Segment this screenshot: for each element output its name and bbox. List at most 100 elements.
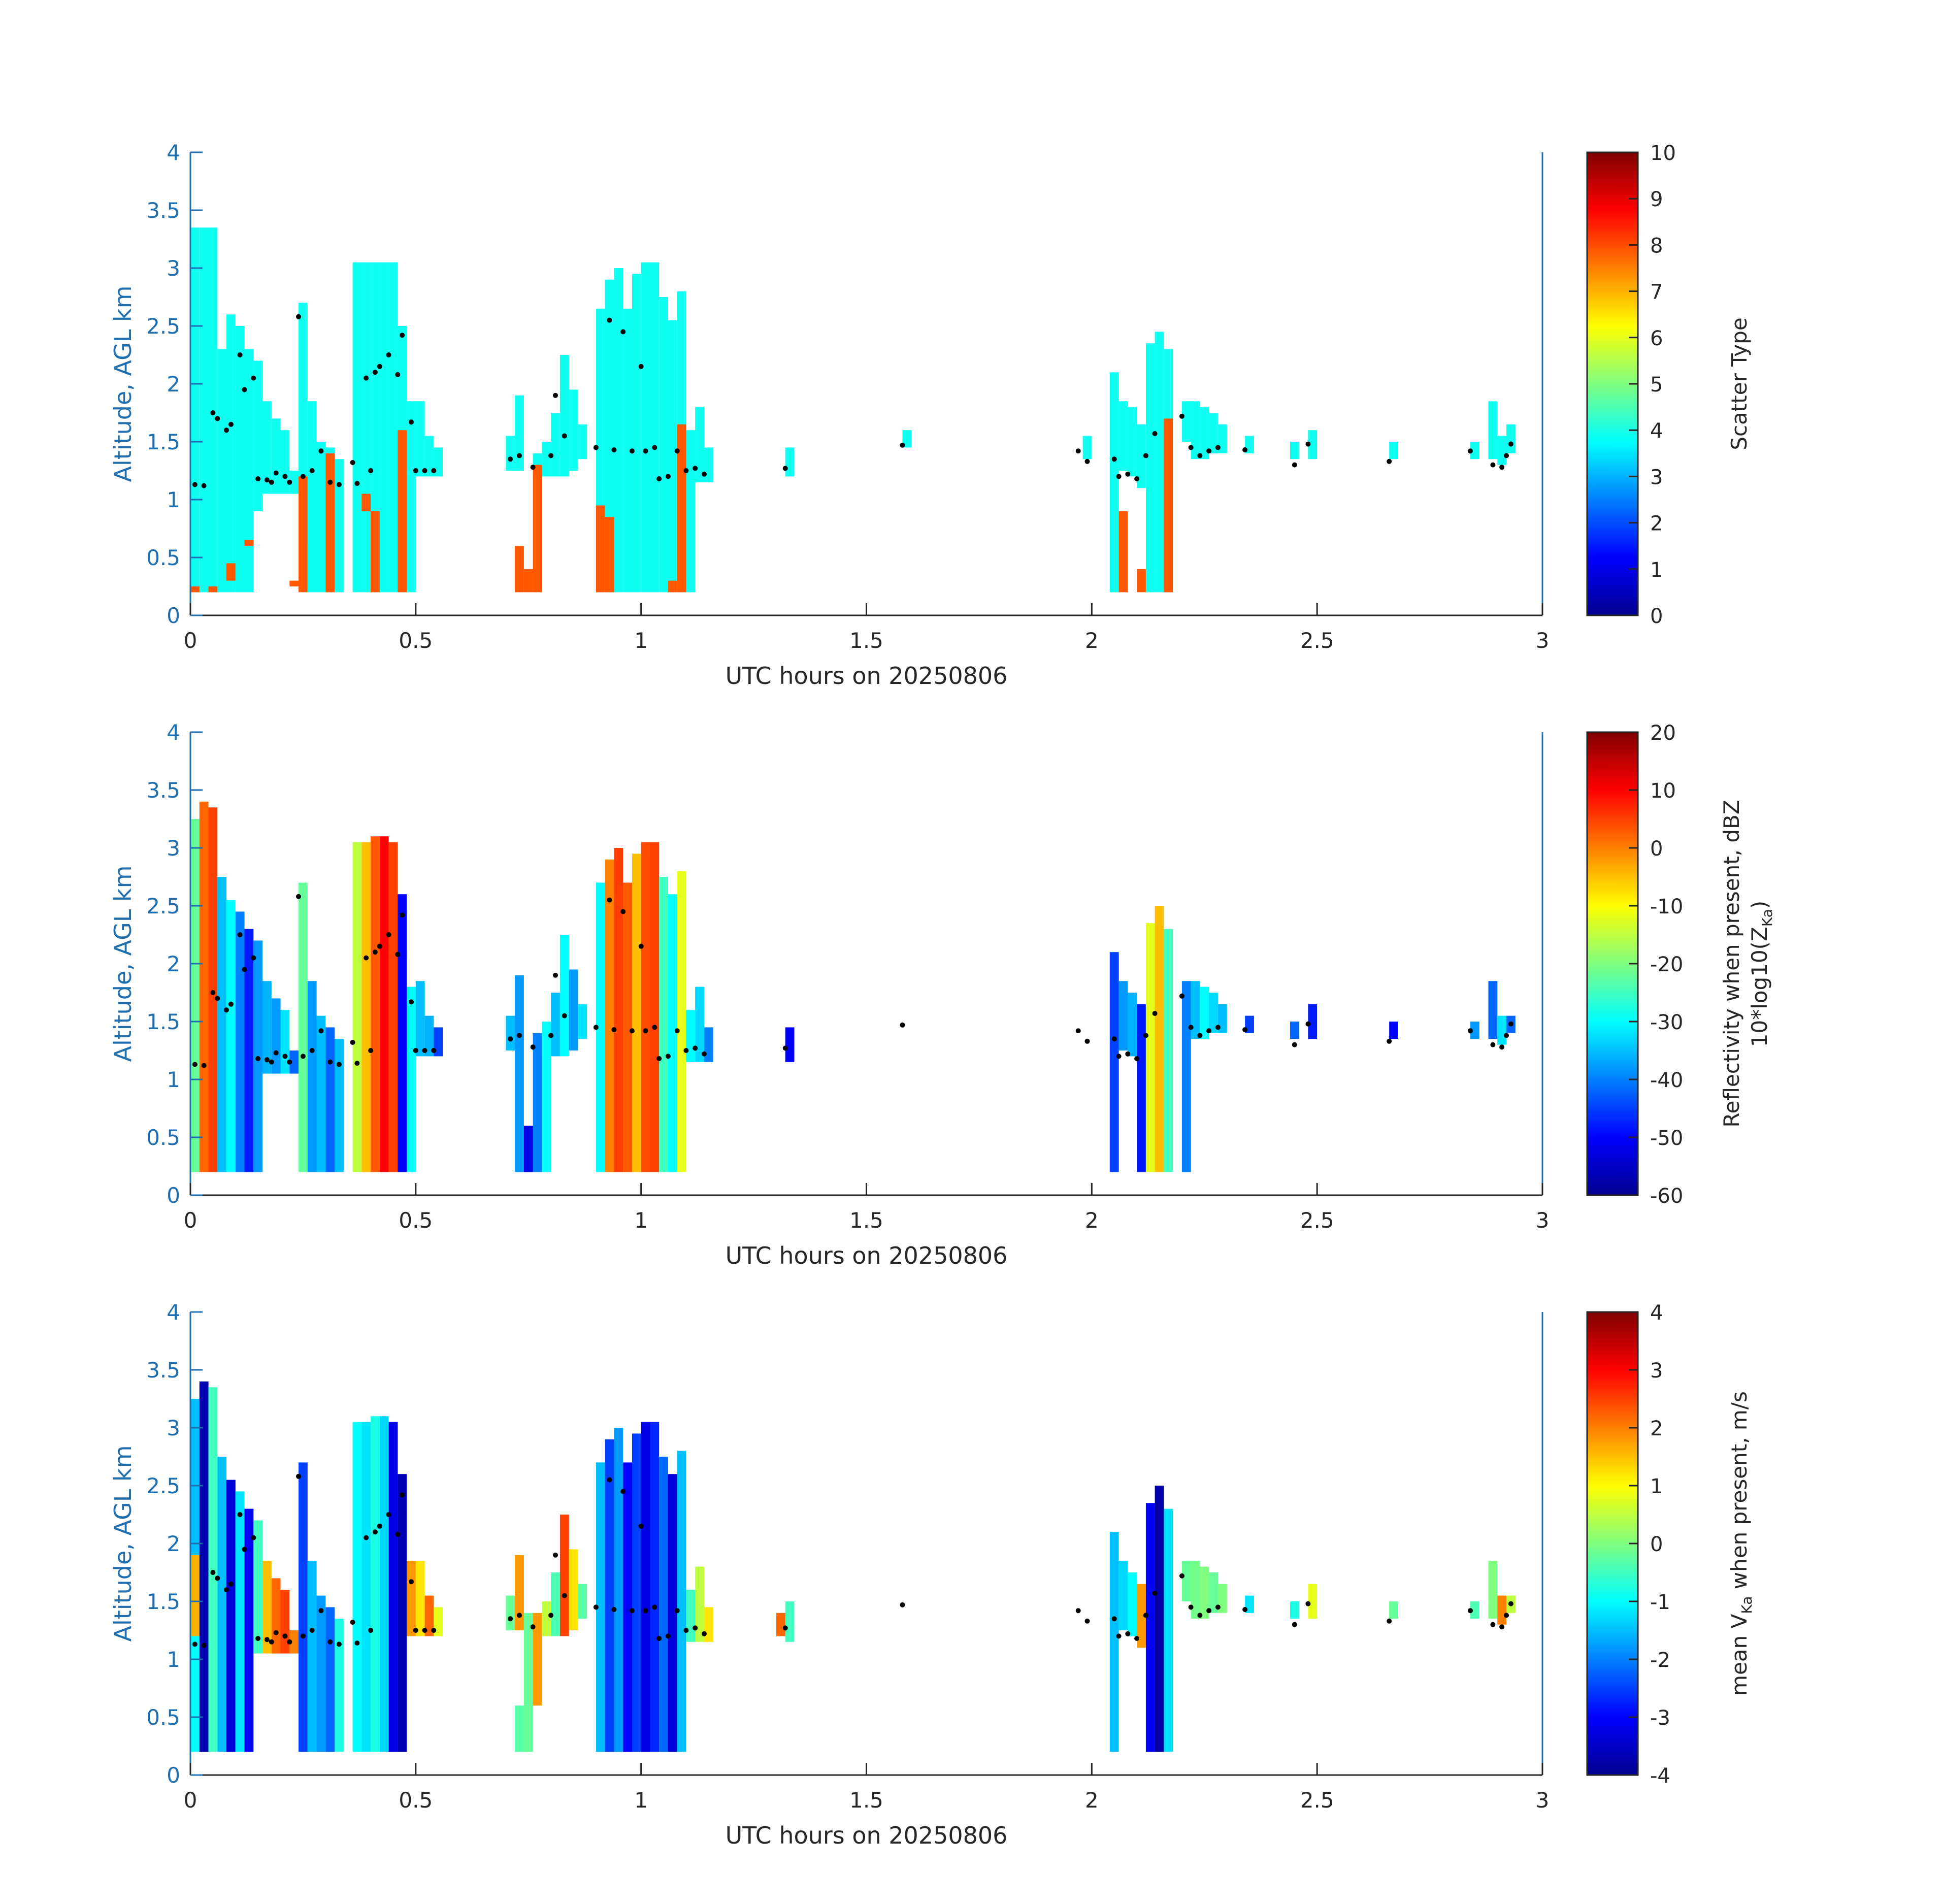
data-point: [517, 453, 522, 458]
colorbar-label: Scatter Type: [1727, 317, 1752, 450]
colorbar-label-sub: Ka: [1738, 1596, 1755, 1614]
colorbar-tick-label: -20: [1650, 953, 1683, 976]
heatmap-cell: [199, 1381, 209, 1752]
data-point: [282, 474, 288, 479]
colorbar-label-line2-sub: Ka: [1759, 909, 1775, 927]
data-point: [665, 1633, 671, 1639]
data-point: [409, 419, 414, 425]
x-tick-label: 2: [1085, 1788, 1099, 1813]
data-point: [1206, 448, 1212, 454]
data-point: [1490, 1622, 1496, 1627]
data-point: [1499, 1624, 1505, 1630]
data-point: [350, 460, 355, 465]
data-point: [273, 1630, 279, 1635]
heatmap-cell: [614, 268, 623, 593]
data-point: [318, 448, 324, 454]
colorbar-tick-label: 2: [1650, 512, 1663, 536]
y-tick-label: 1: [167, 487, 180, 512]
data-point: [251, 375, 256, 381]
heatmap-cell: [335, 459, 344, 593]
heatmap-cell: [434, 1607, 443, 1636]
data-point: [508, 456, 513, 462]
heatmap-cell: [776, 1613, 785, 1636]
colorbar-tick-label: -40: [1650, 1069, 1683, 1092]
colorbar-label-line2: 10*log10(ZKa): [1747, 901, 1775, 1047]
data-point: [215, 416, 220, 421]
data-point: [350, 1040, 355, 1045]
data-point: [620, 1489, 626, 1494]
colorbar-tick-label: -60: [1650, 1185, 1683, 1208]
heatmap-cell: [271, 1578, 281, 1654]
data-point: [1305, 441, 1311, 447]
heatmap-cell: [289, 1630, 299, 1654]
heatmap-cells: [190, 801, 1516, 1172]
data-point: [1084, 458, 1090, 464]
data-point: [1125, 1051, 1131, 1057]
data-point: [287, 1639, 292, 1645]
data-point: [1305, 1601, 1311, 1606]
heatmap-cell: [1308, 1584, 1318, 1619]
data-point: [683, 468, 689, 473]
heatmap-cell: [1145, 923, 1155, 1172]
data-point: [508, 1036, 513, 1042]
heatmap-cell: [1200, 1566, 1209, 1619]
heatmap-cell: [596, 505, 605, 593]
data-point: [1111, 1036, 1117, 1042]
data-point: [607, 897, 612, 903]
data-point: [309, 1628, 315, 1633]
heatmap-cell: [299, 1462, 308, 1752]
data-point: [530, 1044, 536, 1050]
data-point: [1504, 1613, 1509, 1618]
heatmap-cell: [352, 842, 362, 1172]
heatmap-cell: [1470, 1022, 1479, 1039]
data-point: [900, 442, 905, 448]
heatmap-cell: [1497, 1015, 1506, 1045]
heatmap-cell: [506, 1015, 515, 1051]
data-point: [652, 1025, 657, 1030]
heatmap-cell: [352, 1422, 362, 1752]
data-point: [553, 1552, 558, 1558]
heatmap-cell: [902, 430, 912, 448]
heatmap-cell: [515, 975, 524, 1172]
heatmap-cell: [424, 1015, 434, 1057]
data-point: [638, 1523, 644, 1529]
data-point: [1215, 1604, 1221, 1610]
heatmap-cell: [623, 882, 632, 1172]
heatmap-cell: [1497, 1595, 1506, 1625]
data-point: [1242, 1607, 1248, 1612]
y-tick-label: 3: [167, 256, 180, 281]
heatmap-cell: [208, 227, 218, 593]
heatmap-cell: [523, 1126, 533, 1172]
heatmap-cell: [650, 262, 660, 593]
data-point: [593, 1025, 599, 1030]
colorbar-label-end: when present, m/s: [1727, 1391, 1752, 1596]
x-tick-label: 1: [634, 628, 648, 653]
data-point: [395, 372, 401, 377]
data-point: [656, 476, 662, 481]
heatmap-cell: [190, 227, 200, 593]
heatmap-cell: [659, 1457, 668, 1752]
panel-3: 0 0.5 1 1.5 2 2.5 3 0 0.5 1 1.5 2 2.5 3 3.5 4 UTC hours …: [109, 1300, 1755, 1849]
heatmap-cell: [785, 1601, 795, 1642]
heatmap-cell: [379, 1416, 389, 1752]
x-axis-label: UTC hours on 20250806: [726, 662, 1008, 690]
colorbar-tick-label: 4: [1650, 1301, 1663, 1325]
heatmap-cell: [1217, 1004, 1227, 1033]
x-tick-label: 3: [1536, 1208, 1550, 1233]
data-point: [1499, 1044, 1505, 1050]
heatmap-cell: [686, 1590, 696, 1642]
heatmap-cell: [262, 1561, 272, 1654]
data-point: [1075, 448, 1081, 454]
data-point: [192, 1062, 198, 1067]
heatmap-cell: [299, 476, 308, 593]
data-point: [300, 474, 306, 479]
data-point: [327, 1059, 333, 1065]
data-point: [1292, 462, 1297, 468]
y-tick-label: 1.5: [146, 1009, 180, 1034]
heatmap-cell: [271, 998, 281, 1074]
heatmap-cell: [1488, 981, 1498, 1039]
heatmap-cell: [1200, 407, 1209, 459]
heatmap-cell: [262, 401, 272, 494]
data-point: [1116, 1633, 1122, 1639]
heatmap-cell: [398, 430, 407, 593]
